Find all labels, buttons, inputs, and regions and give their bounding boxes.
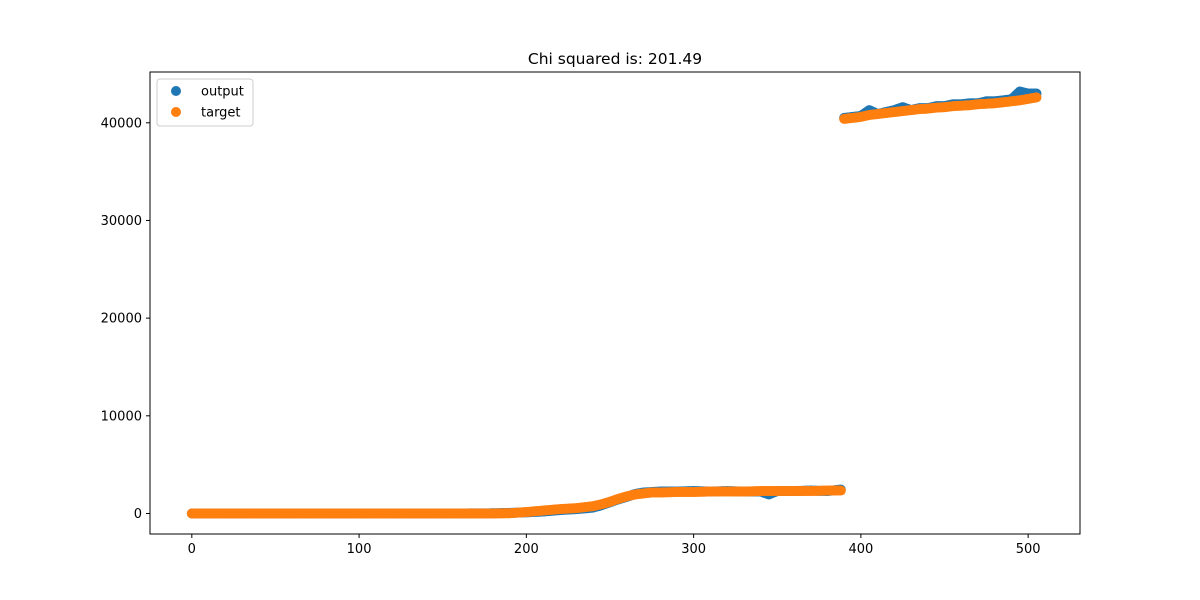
legend-marker-target	[171, 107, 181, 117]
legend-label-target: target	[201, 106, 241, 121]
target-point	[1031, 92, 1042, 103]
plot-frame	[149, 71, 1081, 535]
x-tick-label: 300	[681, 542, 706, 557]
legend-box	[156, 78, 254, 127]
x-tick-label: 0	[188, 542, 196, 557]
series-target	[186, 92, 1042, 519]
x-tick-label: 200	[514, 542, 539, 557]
legend-marker-output	[171, 86, 181, 96]
y-tick-label: 30000	[101, 214, 142, 229]
series-output	[186, 86, 1042, 519]
y-tick-label: 10000	[101, 409, 142, 424]
x-tick-label: 500	[1016, 542, 1041, 557]
y-tick-label: 40000	[101, 116, 142, 131]
chart-title: Chi squared is: 201.49	[528, 50, 702, 68]
legend: output target	[156, 78, 254, 127]
x-tick-label: 100	[347, 542, 372, 557]
x-axis: 0 100 200 300 400 500	[188, 534, 1041, 557]
target-point	[835, 485, 846, 496]
y-tick-label: 0	[134, 507, 142, 522]
x-tick-label: 400	[848, 542, 873, 557]
y-tick-label: 20000	[101, 312, 142, 327]
y-axis: 0 10000 20000 30000 40000	[101, 116, 150, 522]
legend-label-output: output	[201, 85, 244, 100]
plot-marks	[186, 86, 1042, 519]
